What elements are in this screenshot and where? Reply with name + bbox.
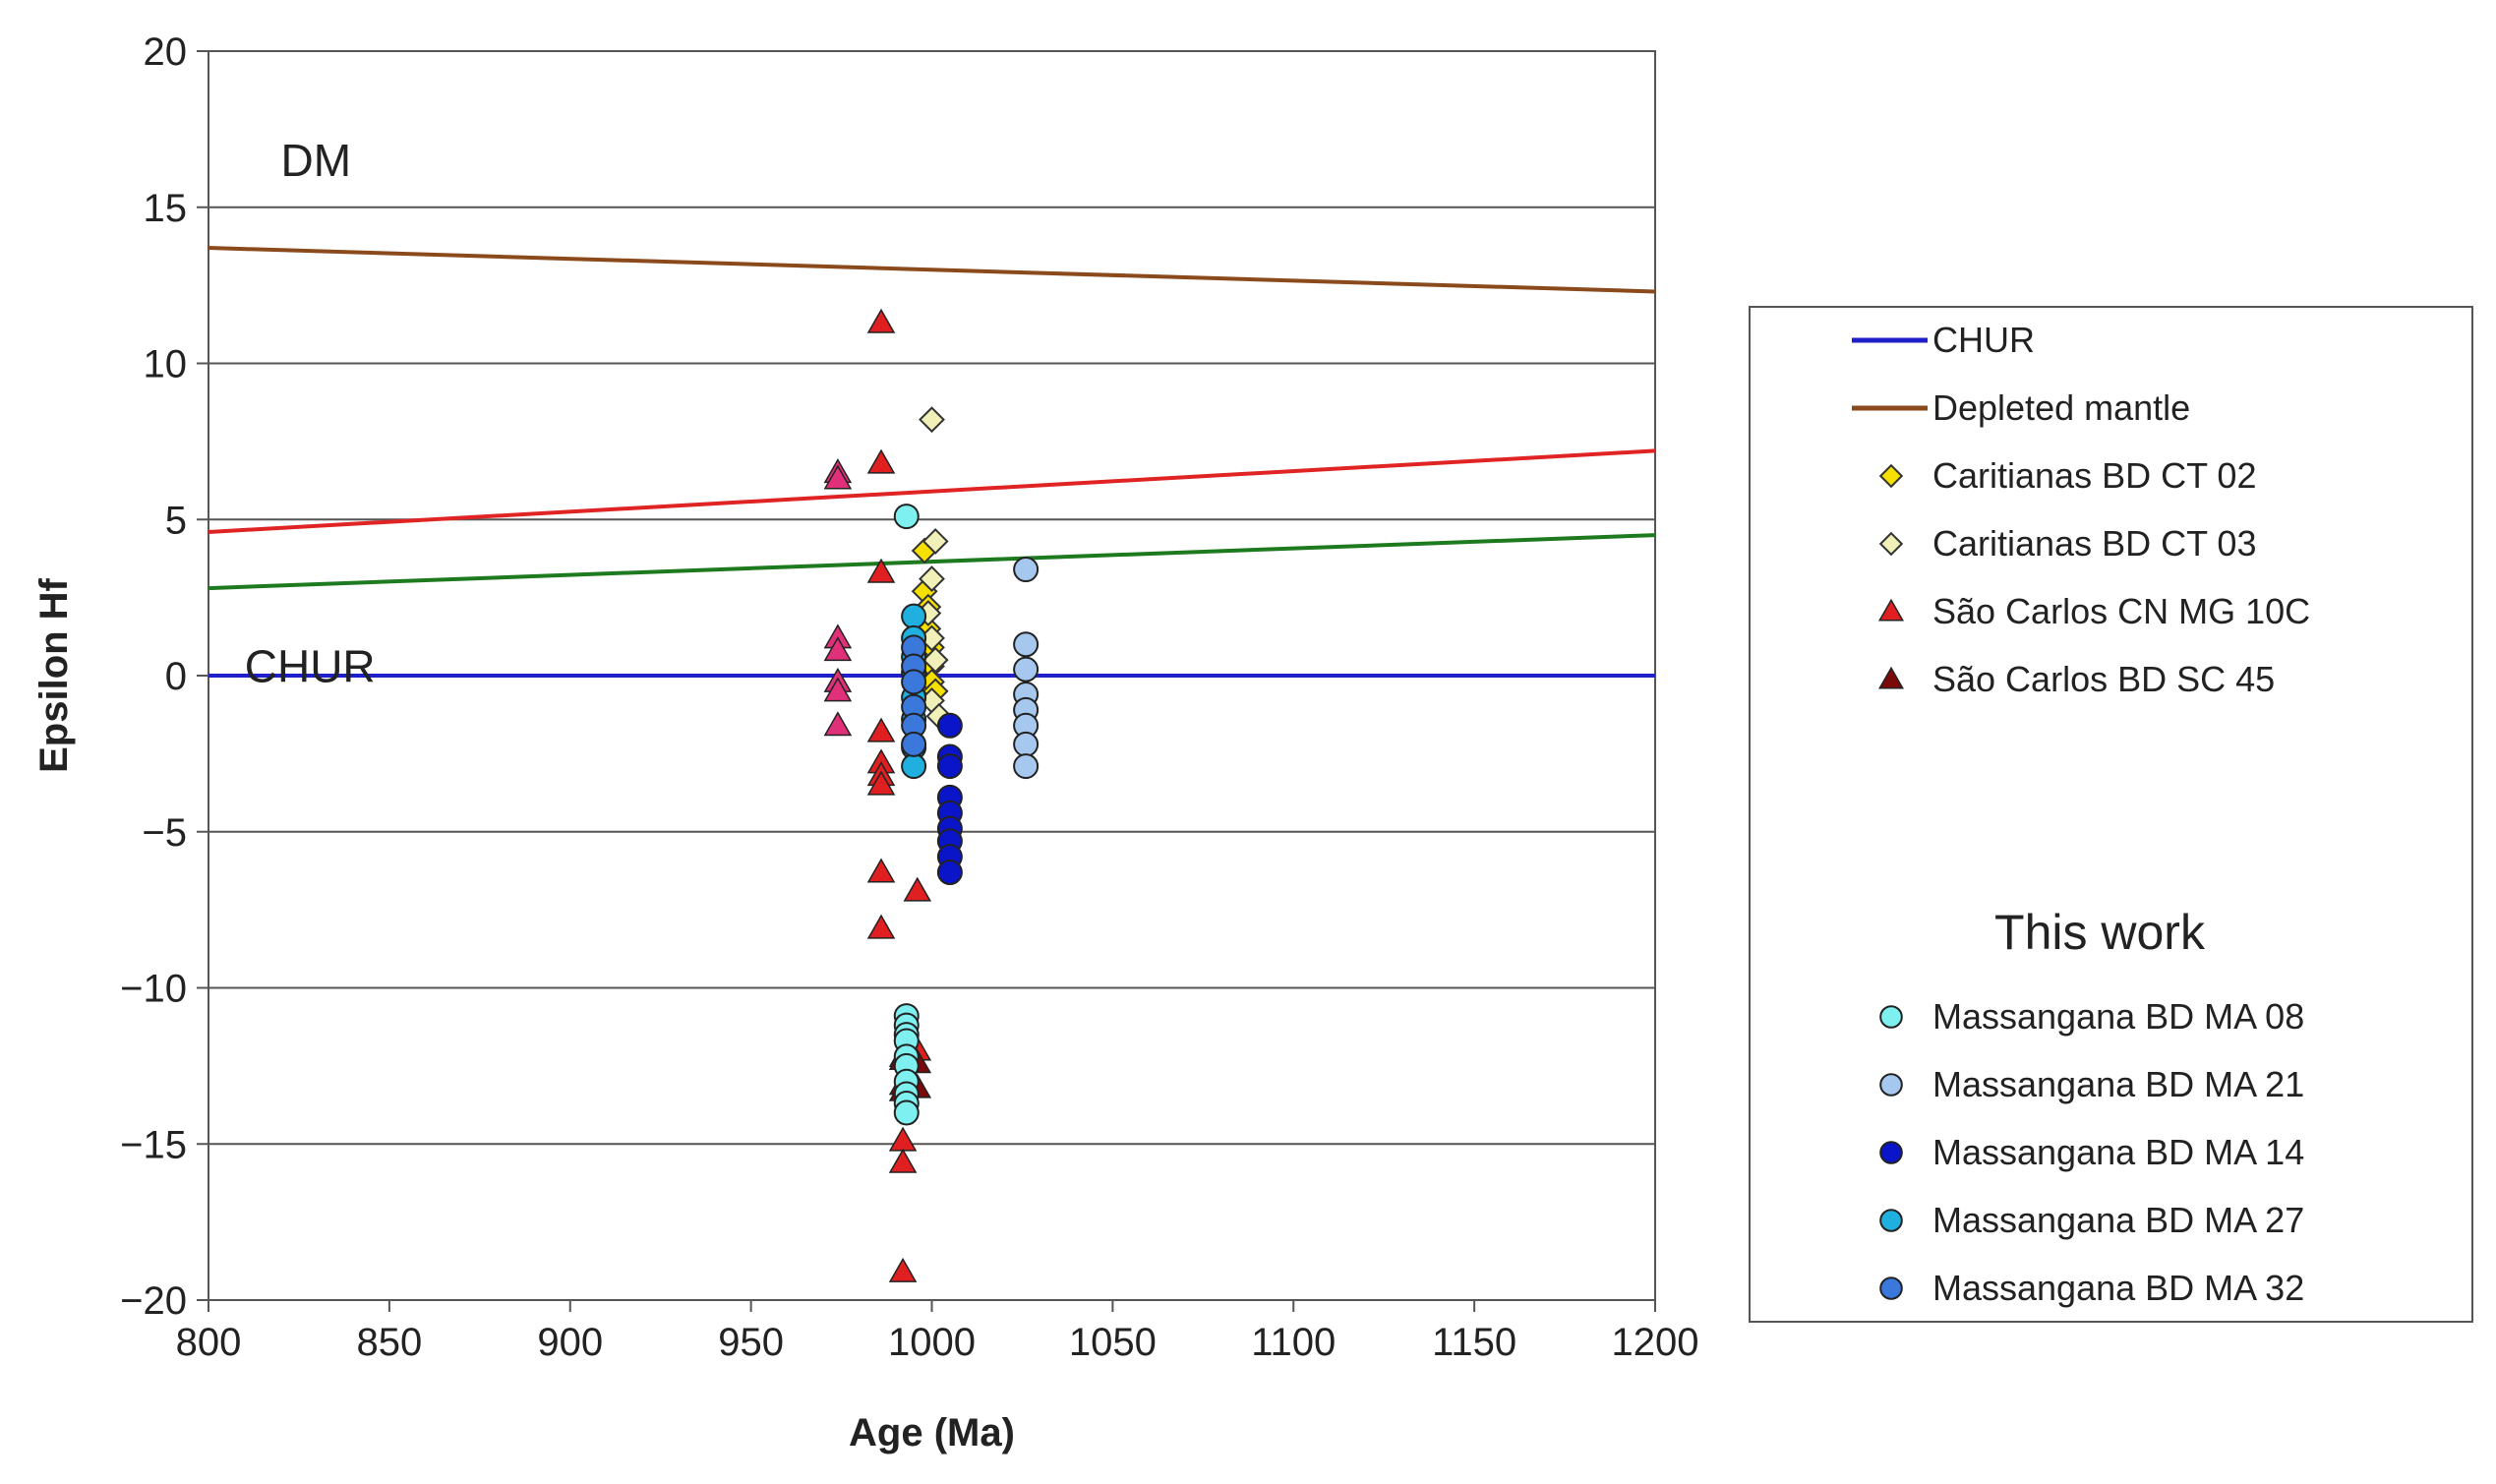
legend-label-caritianas-bd-ct-03: Caritianas BD CT 03	[1932, 523, 2256, 564]
data-point-massangana-bd-ma-32	[901, 669, 927, 695]
legend-label-massangana-bd-ma-14: Massangana BD MA 14	[1932, 1132, 2304, 1172]
legend-marker-caritianas-bd-ct-02	[1878, 463, 1904, 489]
y-tick-label: 15	[144, 187, 188, 230]
legend: CHUR Depleted mantle Caritianas BD CT 02 Ca…	[1749, 306, 2473, 1323]
data-point-massangana-bd-ma-21	[1013, 631, 1040, 658]
y-tick-label: −5	[142, 811, 187, 855]
x-tick-label: 850	[357, 1321, 423, 1364]
x-tick-label: 1100	[1251, 1321, 1336, 1364]
data-point-caritianas-bd-ct-03	[921, 528, 949, 555]
data-point-caritianas-bd-ct-03	[919, 406, 945, 434]
data-point-massangana-bd-ma-14	[936, 753, 963, 780]
legend-label-s-o-carlos-cn-mg-10c: São Carlos CN MG 10C	[1932, 591, 2310, 631]
annotation-chur: CHUR	[245, 640, 376, 691]
legend-label-massangana-bd-ma-32: Massangana BD MA 32	[1932, 1268, 2304, 1308]
y-axis-title: Epsilon Hf	[32, 577, 76, 772]
x-axis-title: Age (Ma)	[849, 1411, 1015, 1454]
data-point-s-o-carlos-cn-mg-10c	[866, 717, 896, 742]
data-points	[823, 308, 1040, 1282]
legend-marker-caritianas-bd-ct-03	[1878, 531, 1904, 557]
ref-line-depleted-mantle	[208, 246, 1656, 294]
data-point-extra-series-4	[823, 677, 853, 702]
legend-heading: This work	[1994, 905, 2206, 960]
annotation-dm: DM	[281, 135, 352, 186]
legend-label-massangana-bd-ma-27: Massangana BD MA 27	[1932, 1200, 2304, 1240]
data-point-massangana-bd-ma-14	[936, 860, 963, 886]
x-tick-label: 1200	[1612, 1321, 1699, 1364]
data-point-s-o-carlos-cn-mg-10c	[866, 770, 896, 796]
x-tick-label: 800	[176, 1321, 242, 1364]
data-point-massangana-bd-ma-27	[901, 603, 927, 629]
x-tick-label: 1150	[1432, 1321, 1516, 1364]
data-point-massangana-bd-ma-08	[893, 1099, 920, 1126]
x-tick-label: 950	[718, 1321, 784, 1364]
data-point-massangana-bd-ma-21	[1013, 753, 1040, 780]
legend-marker-s-o-carlos-cn-mg-10c	[1878, 598, 1904, 622]
data-point-s-o-carlos-cn-mg-10c	[866, 914, 896, 939]
data-point-caritianas-bd-ct-03	[919, 565, 945, 592]
y-tick-label: 5	[165, 499, 187, 542]
legend-label-chur: CHUR	[1932, 320, 2035, 360]
x-tick-label: 1050	[1069, 1321, 1157, 1364]
y-tick-label: −20	[120, 1279, 187, 1323]
legend-marker-massangana-bd-ma-32	[1879, 1276, 1903, 1300]
data-point-massangana-bd-ma-21	[1013, 656, 1040, 683]
y-tick-label: 0	[165, 655, 187, 698]
data-point-s-o-carlos-cn-mg-10c	[866, 558, 896, 583]
legend-label-caritianas-bd-ct-02: Caritianas BD CT 02	[1932, 455, 2256, 496]
legend-label-s-o-carlos-bd-sc-45: São Carlos BD SC 45	[1932, 659, 2275, 699]
y-tick-label: 20	[144, 30, 188, 74]
x-tick-label: 900	[537, 1321, 603, 1364]
data-point-massangana-bd-ma-21	[1013, 731, 1040, 757]
data-point-massangana-bd-ma-14	[936, 712, 963, 739]
x-tick-label: 1000	[888, 1321, 976, 1364]
data-point-extra-series-4	[823, 464, 853, 490]
data-point-s-o-carlos-cn-mg-10c	[866, 308, 896, 333]
data-point-extra-series-4	[823, 711, 853, 737]
data-point-extra-series-4	[823, 636, 853, 662]
legend-marker-massangana-bd-ma-27	[1879, 1209, 1903, 1232]
y-tick-label: −15	[120, 1123, 187, 1166]
ref-line-isotope-3	[208, 533, 1656, 591]
legend-marker-massangana-bd-ma-21	[1879, 1073, 1903, 1097]
data-point-s-o-carlos-cn-mg-10c	[866, 858, 896, 883]
legend-box	[1749, 306, 2473, 1323]
data-point-s-o-carlos-cn-mg-10c	[866, 448, 896, 474]
data-point-massangana-bd-ma-27	[901, 753, 927, 780]
data-point-s-o-carlos-cn-mg-10c	[888, 1148, 918, 1173]
data-point-s-o-carlos-cn-mg-10c	[903, 876, 932, 902]
y-tick-label: 10	[144, 343, 188, 386]
legend-items: CHUR Depleted mantle Caritianas BD CT 02 Ca…	[1852, 320, 2310, 1308]
data-point-massangana-bd-ma-08	[893, 504, 920, 530]
data-point-massangana-bd-ma-32	[901, 731, 927, 757]
legend-label-massangana-bd-ma-21: Massangana BD MA 21	[1932, 1064, 2304, 1104]
data-point-s-o-carlos-cn-mg-10c	[888, 1257, 918, 1282]
legend-marker-massangana-bd-ma-08	[1879, 1005, 1903, 1029]
legend-marker-s-o-carlos-bd-sc-45	[1878, 666, 1904, 689]
legend-label-massangana-bd-ma-08: Massangana BD MA 08	[1932, 996, 2304, 1037]
ref-line-isotope-2	[208, 448, 1656, 534]
legend-label-depleted-mantle: Depleted mantle	[1932, 387, 2190, 428]
data-point-caritianas-bd-ct-03	[921, 646, 949, 674]
data-point-massangana-bd-ma-21	[1013, 557, 1040, 583]
y-tick-label: −10	[120, 968, 187, 1011]
legend-marker-massangana-bd-ma-14	[1879, 1141, 1903, 1164]
